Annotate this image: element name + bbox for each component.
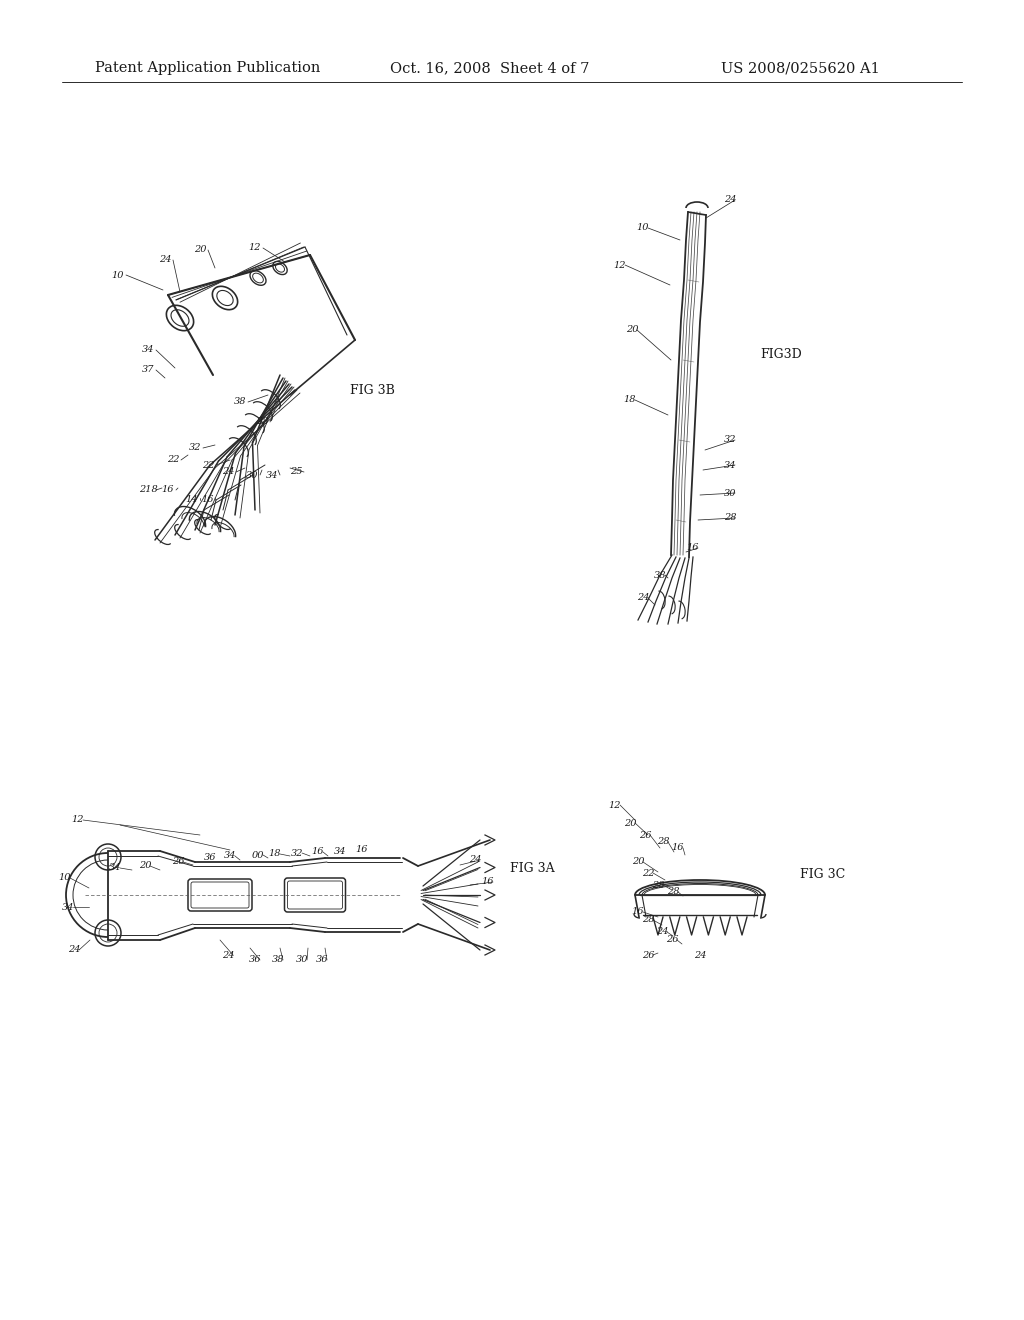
Text: 34: 34: [141, 346, 155, 355]
Text: 30: 30: [296, 956, 308, 965]
Text: 16: 16: [481, 878, 495, 887]
Text: 12: 12: [72, 816, 84, 825]
Text: 16: 16: [355, 846, 369, 854]
Text: 24: 24: [693, 950, 707, 960]
Text: 16: 16: [672, 843, 684, 853]
Text: 34: 34: [61, 903, 75, 912]
Text: 38: 38: [271, 956, 285, 965]
Text: 26: 26: [666, 936, 678, 945]
Text: 16: 16: [162, 486, 174, 495]
Text: 34: 34: [224, 851, 237, 861]
Text: 22: 22: [202, 461, 214, 470]
Text: 28: 28: [651, 880, 665, 890]
Text: 28: 28: [642, 916, 654, 924]
Text: 30: 30: [246, 470, 258, 479]
Text: 37: 37: [141, 366, 155, 375]
Text: 26: 26: [172, 858, 184, 866]
Text: 24: 24: [724, 195, 736, 205]
Text: 18: 18: [268, 850, 282, 858]
Text: 16: 16: [632, 908, 644, 916]
Text: 34: 34: [724, 461, 736, 470]
Text: 14: 14: [185, 495, 199, 504]
Text: 12: 12: [608, 800, 622, 809]
Text: 218: 218: [138, 486, 158, 495]
Text: 24: 24: [637, 594, 649, 602]
Text: 10: 10: [112, 271, 124, 280]
Text: 24: 24: [159, 256, 171, 264]
Text: FIG 3C: FIG 3C: [800, 869, 845, 882]
Text: 36: 36: [204, 854, 216, 862]
Text: 20: 20: [194, 246, 206, 255]
Text: 24: 24: [469, 855, 481, 865]
Text: US 2008/0255620 A1: US 2008/0255620 A1: [721, 61, 880, 75]
Text: 12: 12: [249, 243, 261, 252]
Text: 24: 24: [655, 928, 669, 936]
Text: 10: 10: [58, 874, 72, 883]
Text: 20: 20: [624, 818, 636, 828]
Text: 26: 26: [639, 830, 651, 840]
Text: 28: 28: [656, 837, 670, 846]
Text: 24: 24: [222, 467, 234, 477]
Text: 34: 34: [109, 863, 121, 873]
Text: 24: 24: [222, 950, 234, 960]
Text: 00: 00: [252, 850, 264, 859]
Text: 22: 22: [642, 869, 654, 878]
Text: FIG3D: FIG3D: [760, 348, 802, 362]
Text: 26: 26: [642, 950, 654, 960]
Text: 34: 34: [266, 470, 279, 479]
Text: 28: 28: [667, 887, 679, 896]
Text: 25: 25: [290, 467, 302, 477]
Text: 20: 20: [626, 326, 638, 334]
Text: 24: 24: [68, 945, 80, 954]
Text: 28: 28: [724, 513, 736, 523]
Text: 36: 36: [315, 956, 329, 965]
Text: 10: 10: [637, 223, 649, 232]
Text: 38: 38: [653, 570, 667, 579]
Text: 30: 30: [724, 488, 736, 498]
Text: 18: 18: [624, 396, 636, 404]
Text: Patent Application Publication: Patent Application Publication: [95, 61, 321, 75]
Text: Oct. 16, 2008  Sheet 4 of 7: Oct. 16, 2008 Sheet 4 of 7: [390, 61, 590, 75]
Text: 16: 16: [311, 847, 325, 857]
Text: 22: 22: [167, 455, 179, 465]
Text: FIG 3A: FIG 3A: [510, 862, 555, 874]
Text: 20: 20: [138, 862, 152, 870]
Text: 32: 32: [188, 444, 202, 453]
Text: 28: 28: [256, 417, 268, 426]
Text: 16: 16: [202, 495, 214, 504]
Text: 32: 32: [291, 849, 303, 858]
Text: 38: 38: [233, 397, 246, 407]
Text: 16: 16: [687, 544, 699, 553]
Text: 12: 12: [613, 260, 627, 269]
Text: 34: 34: [334, 847, 346, 857]
Text: 36: 36: [249, 956, 261, 965]
Text: FIG 3B: FIG 3B: [350, 384, 395, 396]
Text: 32: 32: [724, 436, 736, 445]
Text: 20: 20: [632, 858, 644, 866]
